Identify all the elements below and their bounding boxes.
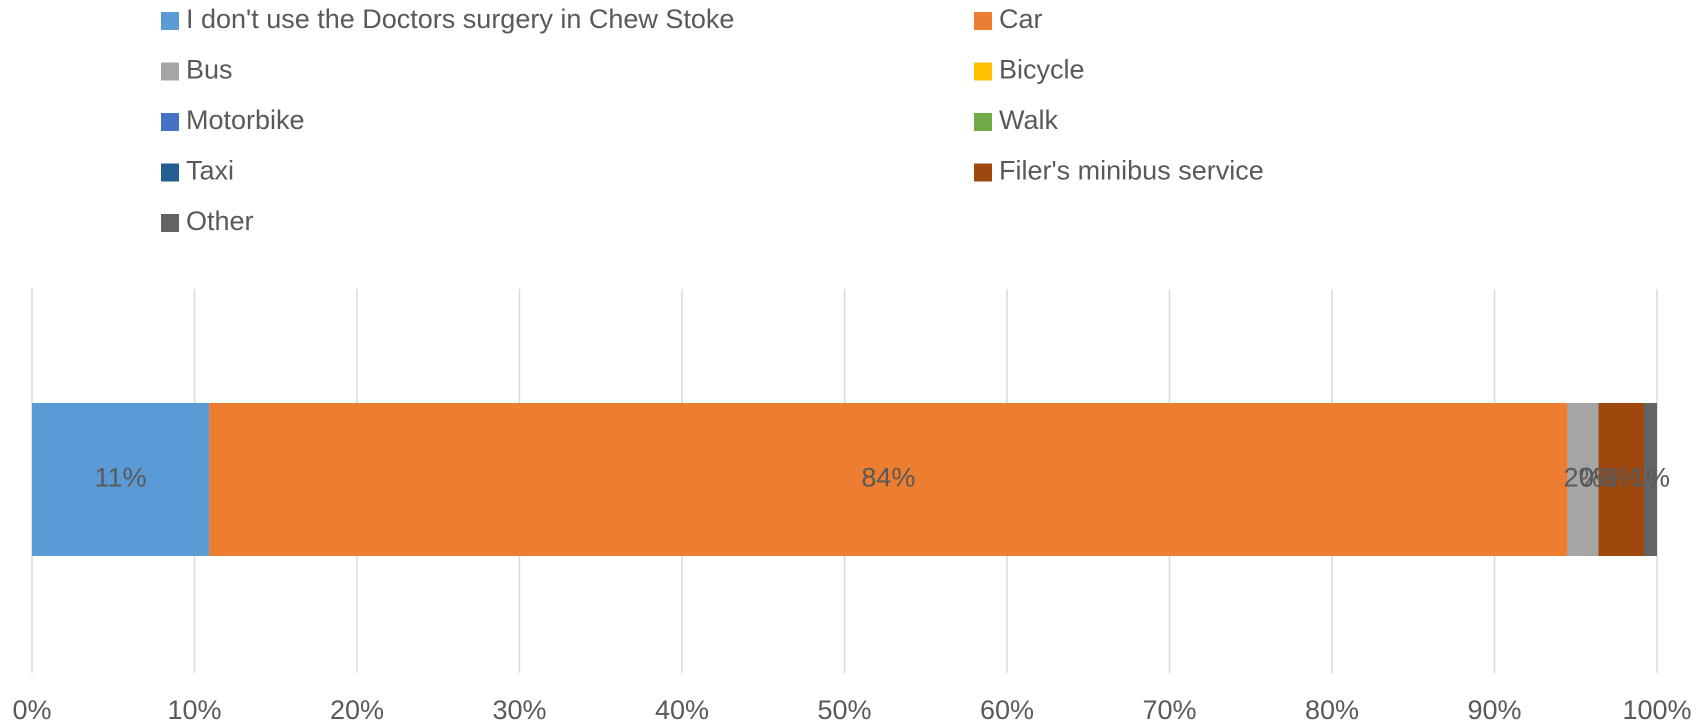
legend-swatch <box>161 214 179 232</box>
data-label: 0% <box>1579 463 1618 493</box>
legend-swatch <box>974 163 992 182</box>
data-label: 3% <box>1602 463 1641 493</box>
data-label: 11% <box>95 463 147 493</box>
legend-swatch <box>161 12 179 30</box>
legend-swatch <box>974 113 992 131</box>
legend-swatch <box>974 12 992 30</box>
data-label: 2% <box>1564 463 1603 493</box>
legend-label: Taxi <box>186 156 234 186</box>
legend-label: Filer's minibus service <box>999 156 1264 186</box>
legend-swatch <box>974 62 992 81</box>
data-label: 0% <box>1579 463 1618 493</box>
x-tick-label: 80% <box>1305 695 1359 724</box>
x-tick-label: 40% <box>655 695 709 724</box>
bar-segment <box>1567 403 1599 556</box>
legend-label: Car <box>999 4 1043 34</box>
data-label: 1% <box>1631 463 1670 493</box>
legend-swatch <box>161 62 179 81</box>
x-tick-label: 100% <box>1622 695 1691 724</box>
legend-label: Motorbike <box>186 105 305 135</box>
legend-label: Other <box>186 206 254 236</box>
bar-segment <box>1644 403 1657 556</box>
x-tick-label: 30% <box>492 695 546 724</box>
legend-label: I don't use the Doctors surgery in Chew … <box>186 4 734 34</box>
legend-label: Walk <box>999 105 1058 135</box>
bar-segment <box>209 403 1568 556</box>
x-tick-label: 10% <box>167 695 221 724</box>
bar-segment <box>1598 403 1644 556</box>
x-tick-label: 0% <box>12 695 51 724</box>
legend-swatch <box>161 113 179 131</box>
x-tick-label: 50% <box>817 695 871 724</box>
legend-label: Bicycle <box>999 55 1085 85</box>
data-label: 0% <box>1579 463 1618 493</box>
x-tick-label: 60% <box>980 695 1034 724</box>
bar-segment <box>32 403 210 556</box>
data-label: 84% <box>861 463 915 493</box>
x-tick-label: 90% <box>1467 695 1521 724</box>
x-tick-label: 70% <box>1142 695 1196 724</box>
x-tick-label: 20% <box>330 695 384 724</box>
legend-label: Bus <box>186 55 233 85</box>
legend-swatch <box>161 163 179 182</box>
data-label: 0% <box>1579 463 1618 493</box>
